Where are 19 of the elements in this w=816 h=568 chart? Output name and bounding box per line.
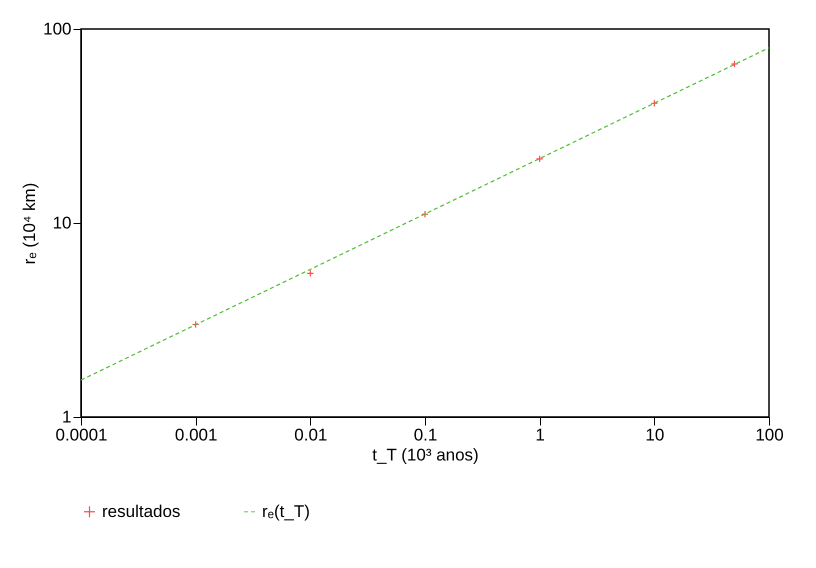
x-tick-label: 1 xyxy=(535,426,545,444)
x-tick-label: 10 xyxy=(645,426,664,444)
y-axis-title: rₑ (10⁴ km) xyxy=(20,182,40,264)
legend-label: rₑ(t_T) xyxy=(262,502,310,521)
point xyxy=(306,270,314,278)
point xyxy=(650,100,658,108)
x-axis-title: t_T (10³ anos) xyxy=(372,446,479,464)
point xyxy=(192,320,200,328)
point xyxy=(536,155,544,163)
x-tick-label: 0.01 xyxy=(294,426,328,444)
y-tick-label: 1 xyxy=(62,408,72,426)
x-tick-label: 0.1 xyxy=(414,426,438,444)
point xyxy=(421,210,429,218)
legend-label: resultados xyxy=(102,502,180,521)
x-tick-label: 100 xyxy=(755,426,784,444)
x-tick-label: 0.0001 xyxy=(56,426,108,444)
x-tick-label: 0.001 xyxy=(174,426,218,444)
y-tick-label: 100 xyxy=(43,20,72,38)
y-tick-label: 10 xyxy=(52,214,72,232)
